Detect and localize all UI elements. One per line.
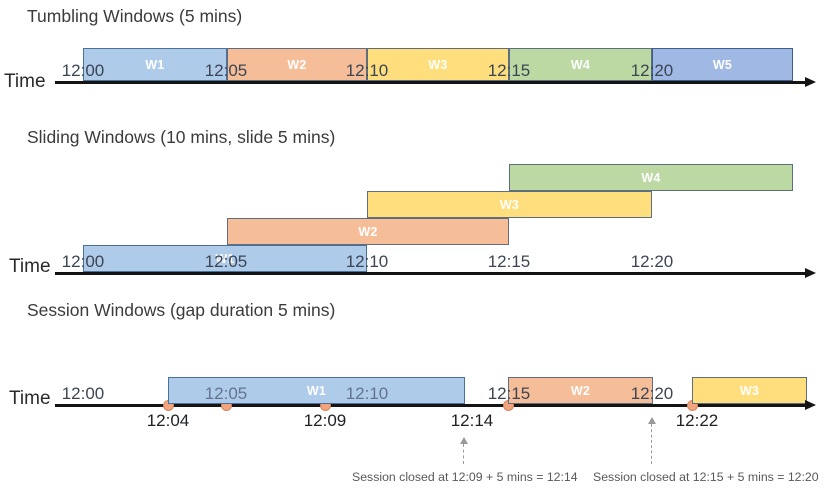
window-label: W3 <box>739 383 760 398</box>
window-bar-w2: W2 <box>227 48 367 81</box>
window-bar-w3: W3 <box>367 48 509 81</box>
window-label: W3 <box>428 57 448 72</box>
timeline-arrowhead-icon <box>805 399 816 410</box>
window-bar-w3: W3 <box>692 377 807 404</box>
up-arrowhead-icon <box>647 417 656 424</box>
tick-label-12-05: 12:05 <box>204 61 248 80</box>
tick-label-12-00: 12:00 <box>61 61 105 80</box>
time-axis-label: Time <box>9 388 51 409</box>
window-label: W2 <box>358 224 378 239</box>
timeline-arrowhead-icon <box>805 76 816 87</box>
tick-label-12-20: 12:20 <box>630 252 674 271</box>
timeline-axis <box>55 404 805 407</box>
tick-label-12-10: 12:10 <box>345 252 389 271</box>
tick-label-12-05: 12:05 <box>204 252 248 271</box>
below-tick-label-12-14: 12:14 <box>450 411 494 430</box>
window-bar-w1: W1 <box>83 48 227 81</box>
window-bar-w2: W2 <box>508 377 653 404</box>
arrow-dashed-line <box>463 444 464 464</box>
tick-label-12-10: 12:10 <box>345 61 389 80</box>
tick-label-12-10: 12:10 <box>345 384 389 403</box>
window-label: W2 <box>287 57 307 72</box>
window-label: W1 <box>215 251 235 266</box>
window-bar-w3: W3 <box>367 191 652 218</box>
annotation-arrow-2 <box>647 417 656 464</box>
timeline-arrowhead-icon <box>805 267 816 278</box>
window-bar-w5: W5 <box>652 48 793 81</box>
tick-label-12-20: 12:20 <box>630 61 674 80</box>
below-tick-label-12-04: 12:04 <box>146 411 190 430</box>
session-close-annotation-1: Session closed at 12:09 + 5 mins = 12:14 <box>352 470 578 484</box>
tick-label-12-00: 12:00 <box>61 384 105 403</box>
timeline-axis <box>55 81 805 84</box>
window-bar-w1: W1 <box>168 377 465 404</box>
annotation-arrow-1 <box>459 437 468 464</box>
arrow-dashed-line <box>651 424 652 464</box>
window-bar-w4: W4 <box>509 48 652 81</box>
window-label: W4 <box>570 57 591 72</box>
timeline-axis <box>55 272 805 275</box>
window-label: W1 <box>306 383 327 398</box>
tick-label-12-20: 12:20 <box>630 384 674 403</box>
section-title: Tumbling Windows (5 mins) <box>27 6 243 26</box>
window-bar-w2: W2 <box>227 218 509 245</box>
below-tick-label-12-09: 12:09 <box>303 411 347 430</box>
up-arrowhead-icon <box>459 437 468 444</box>
time-axis-label: Time <box>4 71 46 92</box>
tick-label-12-15: 12:15 <box>487 252 531 271</box>
below-tick-label-12-22: 12:22 <box>675 411 719 430</box>
session-close-annotation-2: Session closed at 12:15 + 5 mins = 12:20 <box>593 470 819 484</box>
window-label: W3 <box>499 197 520 212</box>
time-axis-label: Time <box>9 256 51 277</box>
tick-label-12-15: 12:15 <box>487 384 531 403</box>
window-label: W5 <box>712 57 733 72</box>
window-bar-w1: W1 <box>83 245 367 272</box>
window-label: W2 <box>570 383 591 398</box>
window-bar-w4: W4 <box>509 164 793 191</box>
section-title: Session Windows (gap duration 5 mins) <box>27 300 336 320</box>
window-label: W4 <box>641 170 661 185</box>
tick-label-12-00: 12:00 <box>61 252 105 271</box>
section-title: Sliding Windows (10 mins, slide 5 mins) <box>27 127 336 147</box>
tick-label-12-15: 12:15 <box>487 61 531 80</box>
tick-label-12-05: 12:05 <box>204 384 248 403</box>
window-label: W1 <box>145 57 165 72</box>
